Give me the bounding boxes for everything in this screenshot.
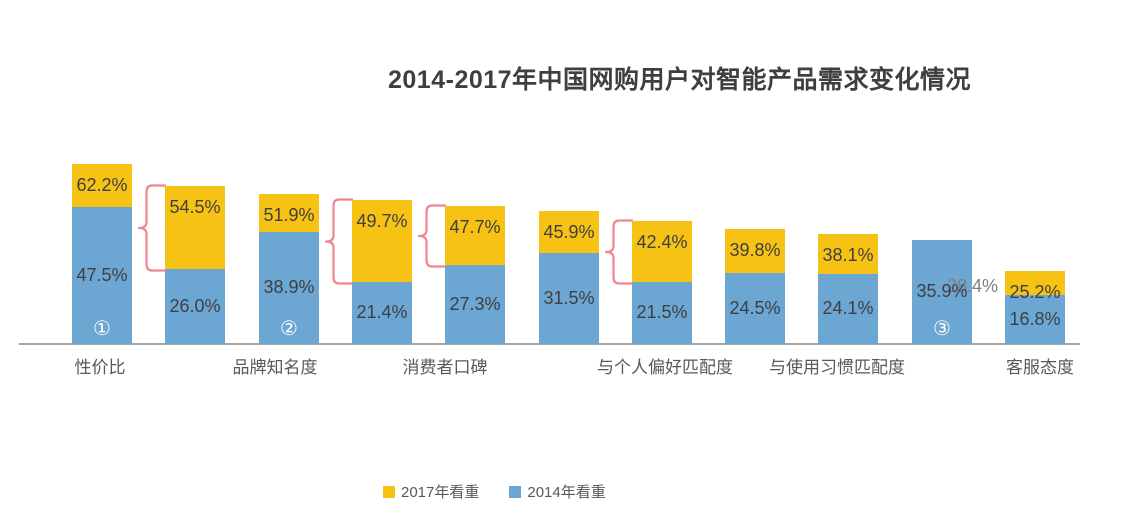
bar-segment-2014 <box>352 282 412 344</box>
category-label: 与个人偏好匹配度 <box>597 358 733 377</box>
bar-segment-2014 <box>725 273 785 344</box>
legend-swatch-2017-icon <box>383 485 395 498</box>
rank-marker: ③ <box>933 318 951 340</box>
bar-group <box>165 186 225 344</box>
bar-segment-2017 <box>72 164 132 207</box>
legend-item-2014: 2014年看重 <box>509 481 606 502</box>
value-label-2014: 26.0% <box>169 296 221 316</box>
bar-segment-2014 <box>259 232 319 344</box>
legend-label-2017: 2017年看重 <box>401 484 480 501</box>
bar-segment-2014 <box>539 253 599 344</box>
bar-group <box>632 221 692 344</box>
category-label: 与使用习惯匹配度 <box>769 358 905 377</box>
comparison-brace <box>417 204 447 268</box>
bar-segment-2014 <box>818 274 878 344</box>
value-label-2017: 62.2% <box>76 175 128 195</box>
bar-segment-2014 <box>165 269 225 344</box>
value-label-2017: 49.7% <box>356 211 408 231</box>
bar-group <box>72 164 132 344</box>
bar-segment-2017 <box>259 194 319 232</box>
rank-marker: ① <box>93 318 111 340</box>
bar-segment-2014 <box>72 207 132 344</box>
bar-group <box>1005 271 1065 344</box>
bar-segment-2017 <box>539 211 599 253</box>
legend: 2017年看重 2014年看重 <box>383 481 606 502</box>
plot-area: 62.2% 47.5% ① 性价比 54.5% 26.0% 51.9% 38.9% ② 品牌知名度… <box>19 164 1080 377</box>
value-label-2017: 42.4% <box>636 232 688 252</box>
comparison-brace <box>324 198 354 285</box>
value-label-2014: 24.5% <box>729 298 781 318</box>
value-label-2014: 35.9% <box>916 281 968 301</box>
bar-group <box>818 234 878 344</box>
value-label-2014: 21.5% <box>636 302 688 322</box>
value-label-2017: 39.8% <box>729 240 781 260</box>
value-label-2014: 27.3% <box>449 294 501 314</box>
bar-segment-2017 <box>1005 271 1065 295</box>
value-label-2017: 28.4% <box>947 276 999 296</box>
value-label-2017: 38.1% <box>822 245 874 265</box>
bar-segment-2017 <box>632 221 692 282</box>
x-axis-line <box>19 343 1080 345</box>
value-label-2014: 16.8% <box>1009 309 1061 329</box>
comparison-brace <box>137 184 167 272</box>
bar-group <box>352 200 412 344</box>
category-label: 品牌知名度 <box>232 358 318 377</box>
value-label-2017: 25.2% <box>1009 282 1061 302</box>
bar-segment-2017 <box>818 234 878 274</box>
legend-swatch-2014-icon <box>509 485 522 498</box>
value-label-2014: 24.1% <box>822 298 874 318</box>
bar-group <box>445 206 505 344</box>
legend-item-2017: 2017年看重 <box>383 481 479 502</box>
bar-segment-2017 <box>725 229 785 273</box>
bar-segment-2014 <box>445 265 505 344</box>
bar-group <box>912 240 972 344</box>
bar-segment-2014 <box>632 282 692 344</box>
bar-segment-2017 <box>165 186 225 269</box>
value-label-2017: 45.9% <box>543 222 595 242</box>
category-label: 消费者口碑 <box>402 358 488 377</box>
chart-title: 2014-2017年中国网购用户对智能产品需求变化情况 <box>388 66 972 94</box>
value-label-2017: 51.9% <box>263 205 315 225</box>
bar-segment-2017 <box>445 206 505 265</box>
value-label-2014: 21.4% <box>356 302 408 322</box>
bar-segment-2017 <box>352 200 412 282</box>
bar-segment-2014 <box>912 240 972 344</box>
bar-segment-2014 <box>1005 295 1065 344</box>
value-label-2017: 54.5% <box>169 197 221 217</box>
bar-group <box>539 211 599 344</box>
comparison-brace <box>604 219 634 285</box>
category-label: 客服态度 <box>1006 358 1074 377</box>
value-label-2017: 47.7% <box>449 217 501 237</box>
bar-group <box>259 194 319 344</box>
bar-group <box>725 229 785 344</box>
value-label-2014: 31.5% <box>543 288 595 308</box>
rank-marker: ② <box>280 318 298 340</box>
legend-label-2014: 2014年看重 <box>527 484 606 501</box>
category-label: 性价比 <box>74 358 126 377</box>
value-label-2014: 38.9% <box>263 277 315 297</box>
value-label-2014: 47.5% <box>76 265 128 285</box>
